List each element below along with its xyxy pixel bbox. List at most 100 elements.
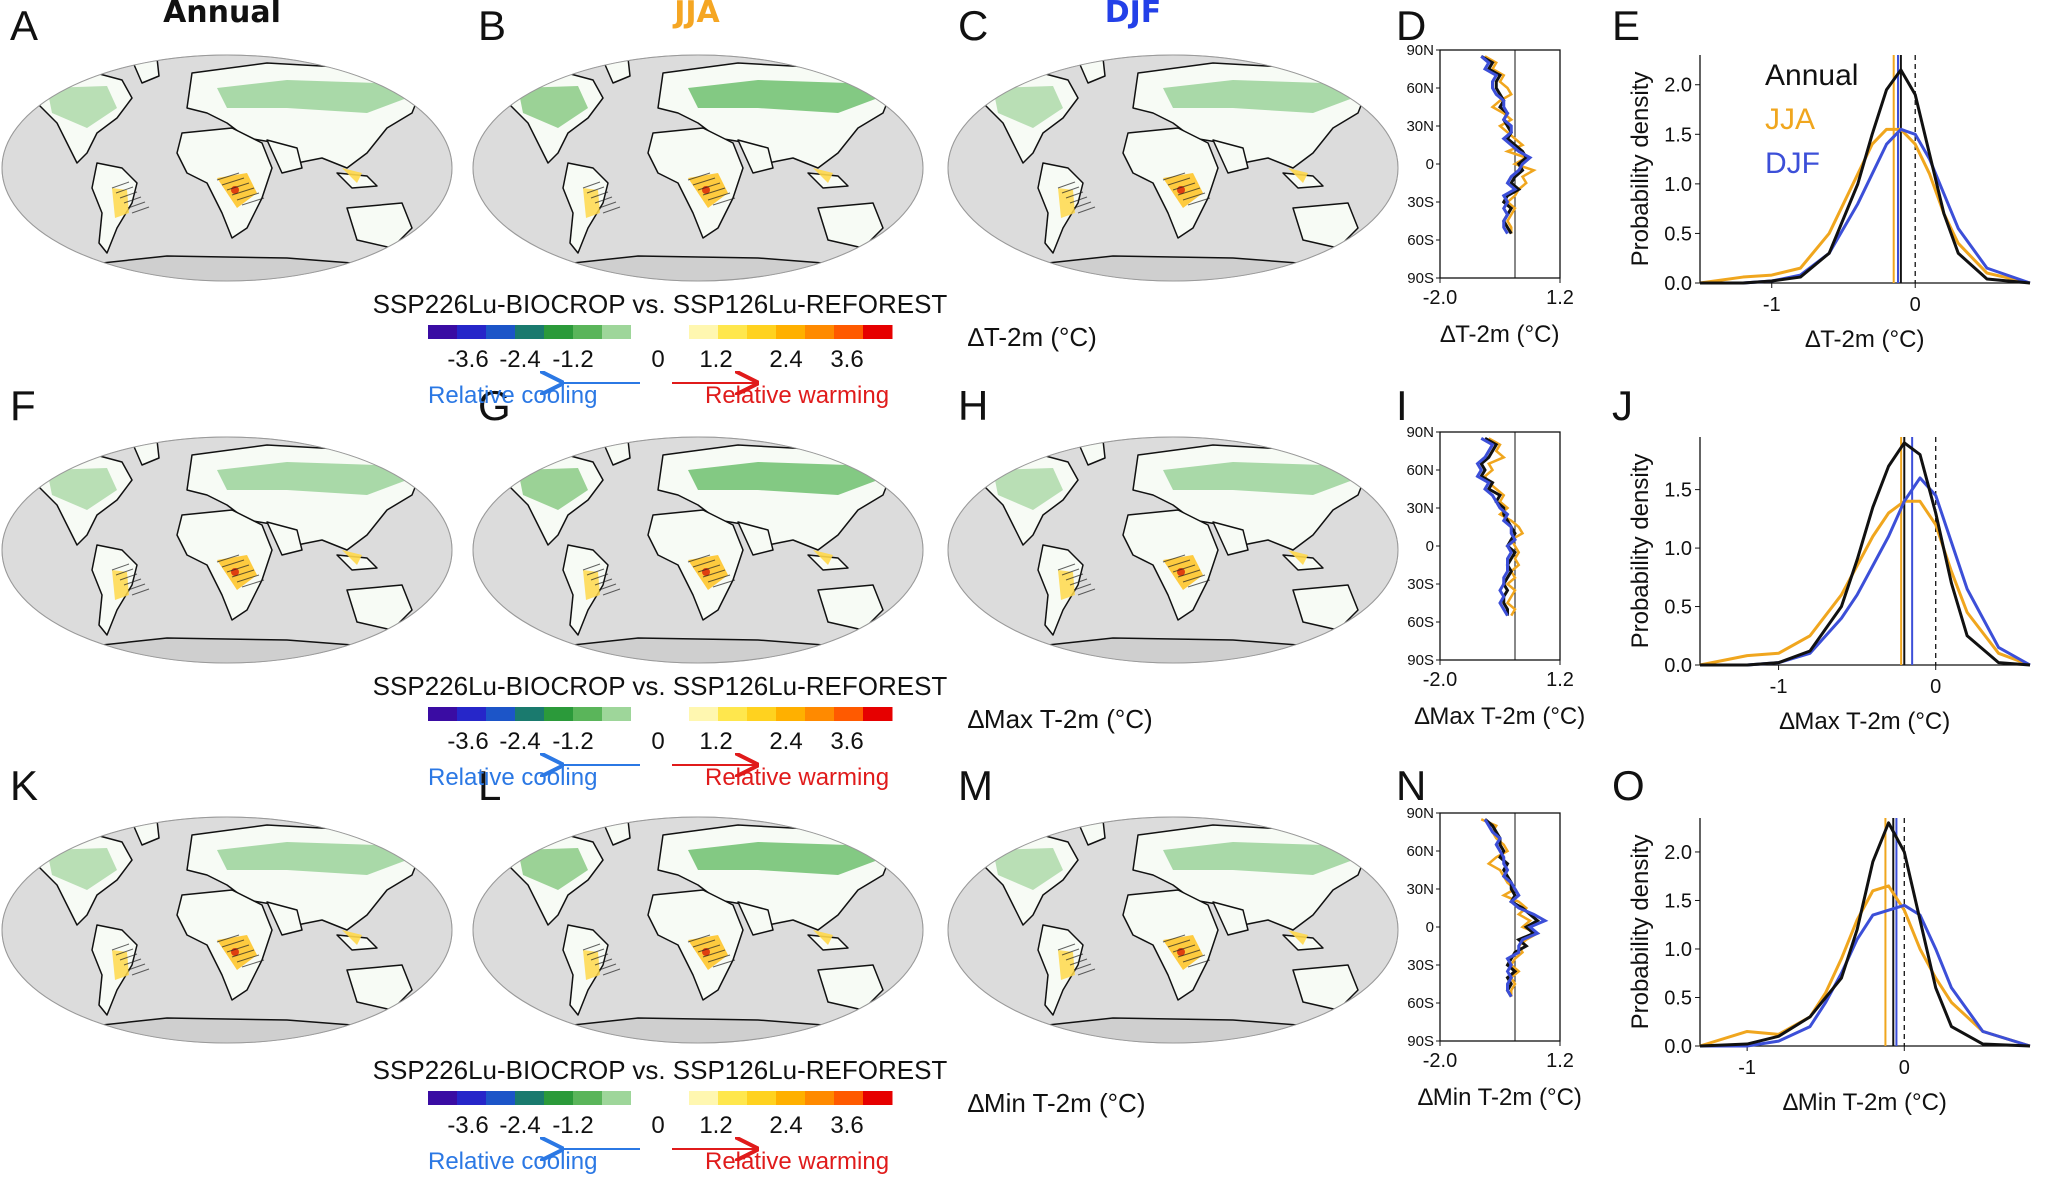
lat-tick: 0 — [1426, 156, 1434, 173]
lat-tick: 30S — [1407, 957, 1434, 974]
x-tick: 0 — [1930, 676, 1941, 698]
colorbar-swatch — [863, 1091, 893, 1105]
relative-cooling-label: Relative cooling — [428, 764, 597, 791]
y-tick: 1.5 — [1664, 124, 1692, 146]
colorbar-swatch — [544, 707, 574, 721]
colorbar-swatch — [689, 1091, 719, 1105]
colorbar-swatch — [776, 325, 806, 339]
relative-cooling-label: Relative cooling — [428, 1148, 597, 1175]
world-map-8 — [947, 816, 1399, 1044]
density-plot-o: 0.0 0.5 1.0 1.5 2.0 -1 0 Probability density ∆Mi… — [1627, 818, 2031, 1116]
panel-label-g: G — [478, 382, 511, 429]
series-annual — [1700, 441, 2031, 667]
series-jja — [1480, 818, 1541, 997]
world-map-2 — [947, 54, 1399, 282]
y-tick: 0.5 — [1664, 987, 1692, 1009]
density-plot-e: 0.0 0.5 1.0 1.5 2.0 -1 0 Probability density ∆T-… — [1627, 55, 2031, 353]
colorbar-swatch — [660, 707, 690, 721]
colorbar-swatch — [863, 707, 893, 721]
series-djf — [1700, 903, 2031, 1048]
colorbar-swatch — [747, 1091, 777, 1105]
latitude-profile-i: 90N 60N 30N 0 30S 60S 90S-2.0 1.2 ∆Max T-2m (°C) — [1406, 424, 1585, 730]
x-axis-label: ∆T-2m (°C) — [1806, 326, 1925, 353]
legend-djf: DJF — [1765, 147, 1820, 180]
panel-label-e: E — [1612, 2, 1640, 49]
colorbar-swatch — [863, 325, 893, 339]
colorbar-swatch — [718, 707, 748, 721]
y-axis-label: Probability density — [1627, 835, 1654, 1030]
x-axis-label: ∆Min T-2m (°C) — [1418, 1084, 1582, 1111]
lat-tick: 30S — [1407, 576, 1434, 593]
variable-label-row3: ∆Min T-2m (°C) — [968, 1088, 1146, 1118]
lat-tick: 90N — [1406, 424, 1434, 441]
y-tick: 0.5 — [1664, 223, 1692, 245]
y-tick: 1.5 — [1664, 890, 1692, 912]
series-djf — [1480, 55, 1533, 235]
series-djf — [1475, 437, 1517, 617]
x-tick: -2.0 — [1423, 669, 1457, 691]
world-map-4 — [472, 436, 924, 664]
colorbar-swatch — [718, 1091, 748, 1105]
colorbar-tick: 3.6 — [830, 346, 863, 373]
colorbar-tick: 0 — [651, 728, 664, 755]
x-axis-label: ∆Min T-2m (°C) — [1783, 1089, 1947, 1116]
panel-label-m: M — [958, 762, 993, 809]
series-annual — [1699, 821, 2031, 1048]
colorbar-swatch — [544, 325, 574, 339]
colorbar-swatch — [457, 707, 487, 721]
lat-tick: 90S — [1407, 652, 1434, 669]
lat-tick: 60S — [1407, 232, 1434, 249]
latitude-profile-d: 90N 60N 30N 0 30S 60S 90S-2.0 1.2 ∆T-2m (°C) — [1406, 42, 1573, 348]
series-djf — [1700, 127, 2031, 285]
colorbar-tick: 0 — [651, 1112, 664, 1139]
latitude-profile-n: 90N 60N 30N 0 30S 60S 90S-2.0 1.2 ∆Min T-2m (°C) — [1406, 805, 1581, 1111]
colorbar-tick: -1.2 — [552, 1112, 593, 1139]
lat-tick: 60N — [1406, 843, 1434, 860]
series-annual — [1484, 818, 1541, 998]
title-djf: DJF — [1105, 0, 1162, 30]
lat-tick: 60N — [1406, 80, 1434, 97]
y-tick: 0.5 — [1664, 597, 1692, 619]
colorbar-swatch — [457, 325, 487, 339]
colorbar-swatch — [834, 707, 864, 721]
y-tick: 1.0 — [1664, 174, 1692, 196]
colorbar-swatch — [515, 325, 545, 339]
lat-tick: 60N — [1406, 462, 1434, 479]
colorbar-row1: SSP226Lu-BIOCROP vs. SSP126Lu-REFOREST -3… — [373, 289, 948, 409]
y-tick: 1.5 — [1664, 480, 1692, 502]
x-tick: 0 — [1899, 1057, 1910, 1079]
colorbar-swatch — [805, 707, 835, 721]
map-panels — [1, 54, 1399, 1044]
panel-label-n: N — [1396, 762, 1426, 809]
panel-label-a: A — [10, 2, 38, 49]
colorbar-swatch — [689, 325, 719, 339]
colorbar-title: SSP226Lu-BIOCROP vs. SSP126Lu-REFOREST — [373, 671, 948, 701]
world-map-3 — [1, 436, 453, 664]
world-map-0 — [1, 54, 453, 282]
colorbar-title: SSP226Lu-BIOCROP vs. SSP126Lu-REFOREST — [373, 1055, 948, 1085]
world-map-5 — [947, 436, 1399, 664]
series-jja — [1699, 127, 2031, 285]
colorbar-swatch — [573, 1091, 603, 1105]
x-tick: 1.2 — [1546, 287, 1574, 309]
colorbar-swatch — [631, 325, 661, 339]
relative-warming-label: Relative warming — [705, 1148, 889, 1175]
x-tick: -1 — [1763, 294, 1781, 316]
colorbar-swatch — [660, 325, 690, 339]
panel-label-l: L — [478, 762, 501, 809]
panel-label-o: O — [1612, 762, 1645, 809]
colorbar-swatch — [515, 1091, 545, 1105]
lat-tick: 30N — [1406, 118, 1434, 135]
colorbar-swatch — [631, 1091, 661, 1105]
variable-label-row2: ∆Max T-2m (°C) — [968, 704, 1153, 734]
colorbar-swatch — [573, 325, 603, 339]
colorbar-swatch — [689, 707, 719, 721]
colorbar-swatch — [544, 1091, 574, 1105]
colorbar-title: SSP226Lu-BIOCROP vs. SSP126Lu-REFOREST — [373, 289, 948, 319]
lat-tick: 30N — [1406, 500, 1434, 517]
colorbar-tick: 2.4 — [769, 728, 802, 755]
colorbar-swatch — [602, 1091, 632, 1105]
colorbar-swatch — [428, 325, 458, 339]
colorbar-swatch — [428, 1091, 458, 1105]
x-axis-label: ∆Max T-2m (°C) — [1415, 703, 1586, 730]
